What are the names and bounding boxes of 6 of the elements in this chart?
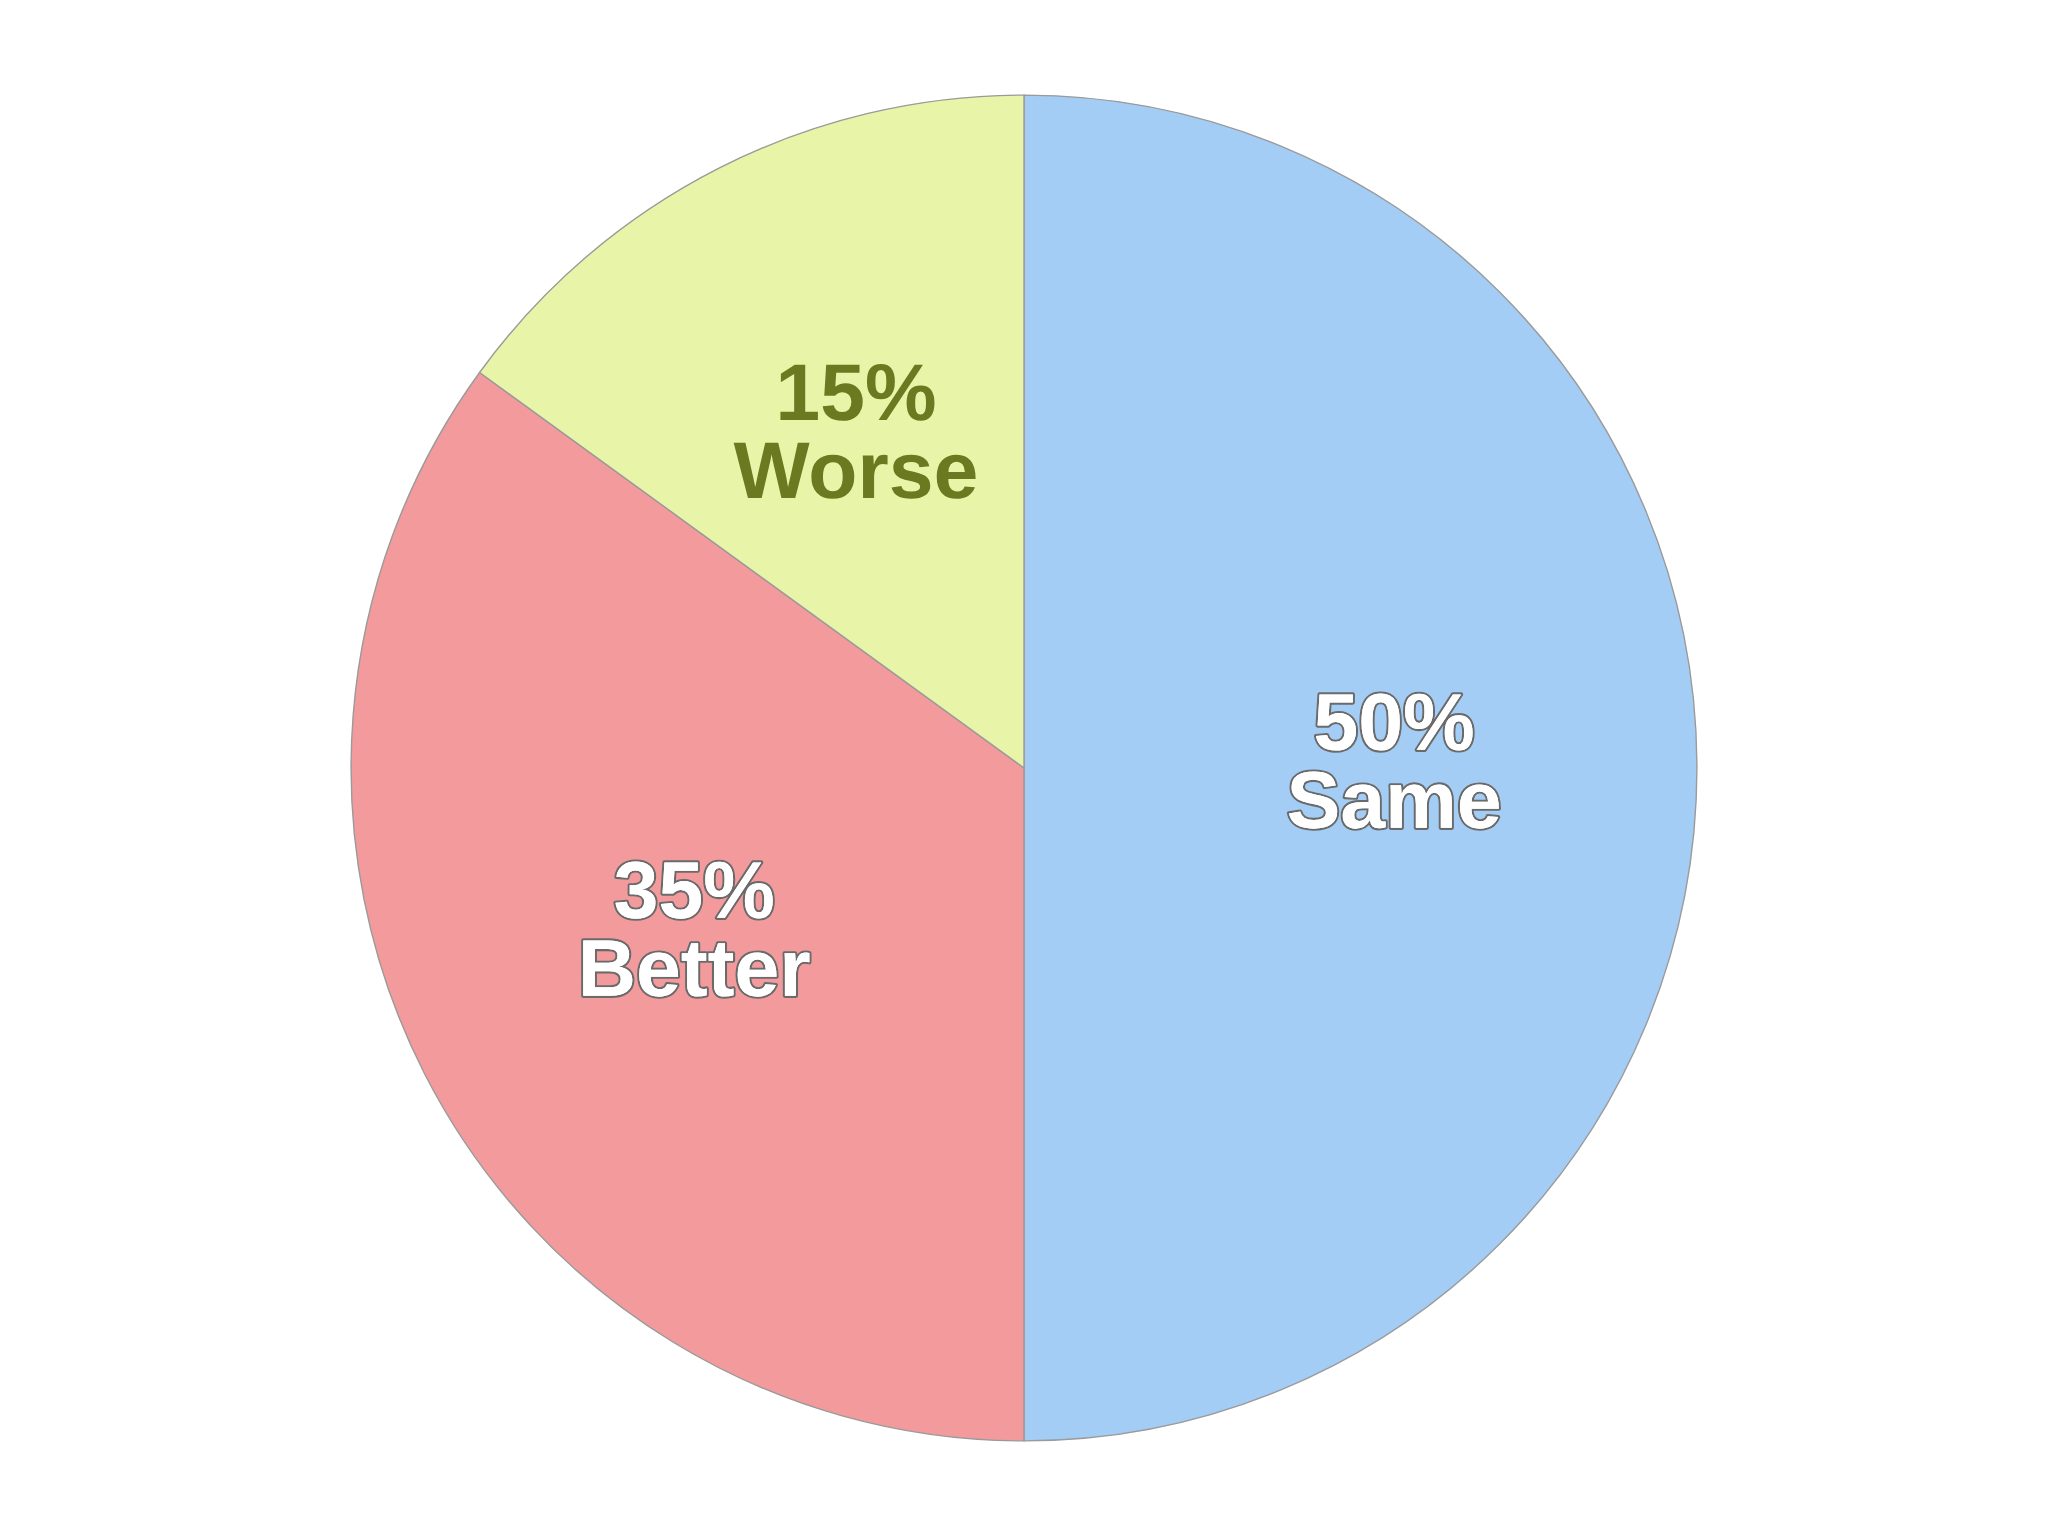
- data-label: 50%: [1315, 693, 1473, 751]
- slice-label: Worse: [733, 442, 976, 499]
- data-label: 15%: [780, 364, 935, 421]
- slice-label: Better: [583, 940, 810, 997]
- slice-label: Same: [1288, 771, 1499, 829]
- data-label: 35%: [615, 861, 773, 919]
